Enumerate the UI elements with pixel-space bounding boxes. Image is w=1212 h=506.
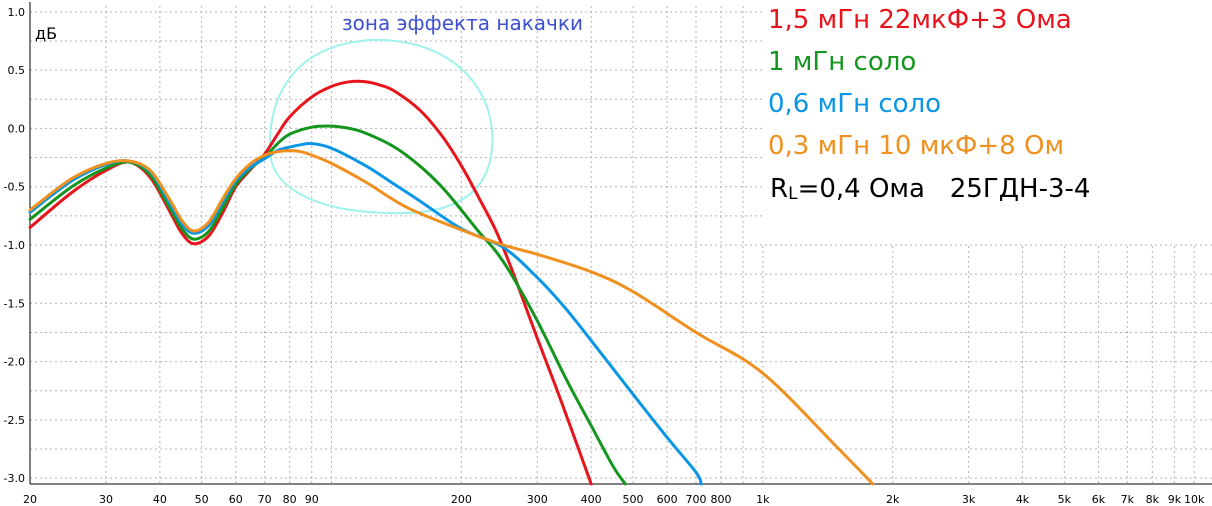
y-tick-label: -0.5 (4, 181, 25, 194)
pump-zone-label: зона эффекта накачки (342, 11, 583, 35)
x-tick-label: 70 (258, 493, 272, 506)
load-label-sub: L (788, 184, 798, 204)
x-tick-label: 400 (581, 493, 602, 506)
y-tick-label: -3.0 (4, 472, 25, 485)
x-tick-label: 4k (1016, 493, 1030, 506)
x-tick-label: 10k (1184, 493, 1205, 506)
y-tick-label: -2.5 (4, 414, 25, 427)
x-tick-label: 8k (1146, 493, 1160, 506)
x-tick-label: 3k (962, 493, 976, 506)
y-tick-label: -2.0 (4, 356, 25, 369)
y-tick-label: 0.5 (8, 64, 26, 77)
x-tick-label: 7k (1121, 493, 1135, 506)
series-line-green (28, 124, 627, 486)
legend-background (762, 0, 1212, 243)
x-tick-label: 9k (1168, 493, 1182, 506)
x-tick-label: 20 (23, 493, 37, 506)
x-tick-label: 30 (99, 493, 113, 506)
x-tick-label: 2k (886, 493, 900, 506)
x-tick-label: 500 (622, 493, 643, 506)
x-tick-label: 90 (305, 493, 319, 506)
pump-zone-outline (268, 38, 494, 215)
series-line-orange (28, 149, 875, 486)
pump-effect-zone: зона эффекта накачки (268, 11, 583, 215)
series-line-red (28, 79, 593, 486)
x-tick-label: 1k (756, 493, 770, 506)
axes: 1.0 0.5 0.0 -0.5 -1.0 -1.5 -2.0 -2.5 -3.0 дБ 20 30 4… (4, 2, 1212, 506)
x-tick-label: 60 (229, 493, 243, 506)
x-tick-label: 6k (1092, 493, 1106, 506)
y-tick-label: 1.0 (8, 6, 26, 19)
legend: 1,5 мГн 22мкФ+3 Ома 1 мГн соло 0,6 мГн сол… (762, 0, 1212, 243)
legend-entry-green: 1 мГн соло (768, 47, 916, 77)
x-tick-label: 40 (153, 493, 167, 506)
x-tick-label: 600 (657, 493, 678, 506)
x-tick-label: 200 (451, 493, 472, 506)
x-tick-label: 5k (1058, 493, 1072, 506)
series-group (28, 79, 875, 486)
y-tick-label: -1.0 (4, 239, 25, 252)
load-label: RL=0,4 Ома 25ГДН-3-4 (770, 174, 1090, 204)
series-line-blue (28, 141, 703, 486)
load-label-main: R (770, 174, 788, 204)
x-tick-label: 80 (283, 493, 297, 506)
x-tick-label: 300 (527, 493, 548, 506)
legend-entry-red: 1,5 мГн 22мкФ+3 Ома (768, 5, 1072, 35)
x-tick-label: 800 (711, 493, 732, 506)
legend-entry-orange: 0,3 мГн 10 мкФ+8 Ом (768, 131, 1064, 161)
load-label-rest: =0,4 Ома 25ГДН-3-4 (798, 174, 1091, 204)
legend-entry-blue: 0,6 мГн соло (768, 89, 941, 119)
x-tick-label: 700 (686, 493, 707, 506)
y-axis-label: дБ (35, 24, 57, 43)
y-tick-label: -1.5 (4, 297, 25, 310)
x-tick-label: 50 (195, 493, 209, 506)
y-tick-label: 0.0 (8, 122, 26, 135)
